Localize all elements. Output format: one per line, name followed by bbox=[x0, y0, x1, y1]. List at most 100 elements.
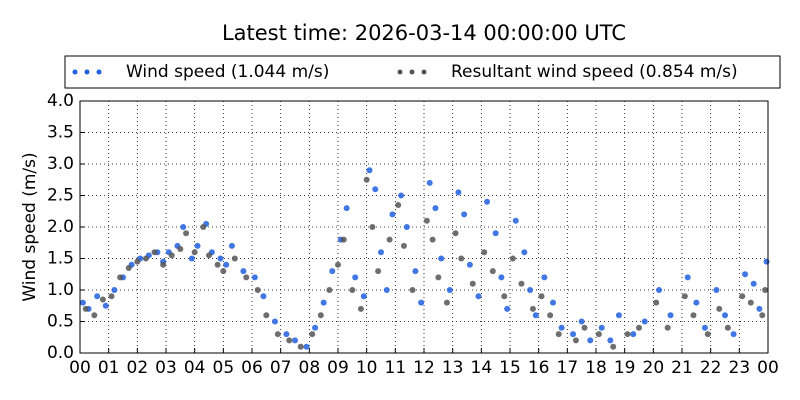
point bbox=[317, 312, 324, 319]
point bbox=[684, 274, 691, 281]
point bbox=[716, 305, 723, 312]
x-tick-label: 17 bbox=[557, 358, 579, 378]
legend-marker bbox=[409, 69, 415, 75]
x-tick-label: 15 bbox=[499, 358, 521, 378]
point bbox=[713, 287, 720, 293]
point bbox=[263, 312, 270, 319]
point bbox=[521, 249, 528, 256]
y-tick-label: 1.5 bbox=[47, 249, 74, 269]
point bbox=[730, 331, 737, 338]
point bbox=[438, 255, 445, 262]
x-tick-label: 12 bbox=[413, 358, 435, 378]
point bbox=[570, 331, 577, 338]
point bbox=[363, 176, 370, 183]
point bbox=[260, 293, 267, 300]
point bbox=[750, 280, 757, 287]
point bbox=[518, 280, 525, 287]
x-tick-label: 10 bbox=[356, 358, 378, 378]
point bbox=[357, 305, 364, 312]
point bbox=[742, 271, 749, 278]
x-tick-label: 02 bbox=[127, 358, 149, 378]
x-tick-label: 04 bbox=[184, 358, 206, 378]
x-tick-label: 18 bbox=[585, 358, 607, 378]
point bbox=[389, 211, 396, 218]
point bbox=[756, 305, 763, 312]
point bbox=[102, 302, 109, 309]
point bbox=[94, 293, 101, 300]
point bbox=[82, 305, 89, 312]
point bbox=[400, 242, 407, 249]
legend-marker bbox=[397, 69, 403, 75]
point bbox=[532, 312, 539, 319]
point bbox=[217, 255, 224, 262]
point bbox=[142, 255, 149, 262]
point bbox=[274, 331, 281, 338]
point bbox=[91, 312, 98, 319]
x-tick-label: 00 bbox=[757, 358, 779, 378]
x-tick-label: 11 bbox=[385, 358, 407, 378]
point bbox=[512, 217, 519, 224]
point bbox=[759, 312, 766, 319]
legend-marker bbox=[96, 69, 102, 75]
point bbox=[504, 305, 511, 312]
point bbox=[375, 268, 382, 275]
point bbox=[762, 287, 769, 293]
legend-marker bbox=[421, 69, 427, 75]
point bbox=[630, 331, 637, 338]
point bbox=[352, 274, 359, 281]
point bbox=[309, 331, 316, 338]
point bbox=[312, 324, 319, 331]
point bbox=[194, 242, 201, 249]
point bbox=[200, 224, 207, 230]
point bbox=[667, 312, 674, 319]
x-tick-label: 20 bbox=[643, 358, 665, 378]
point bbox=[701, 324, 708, 331]
point bbox=[395, 201, 402, 208]
x-tick-label: 03 bbox=[155, 358, 177, 378]
point bbox=[578, 318, 585, 325]
y-tick-label: 0.0 bbox=[47, 343, 74, 363]
point bbox=[79, 299, 86, 306]
point bbox=[693, 299, 700, 306]
point bbox=[320, 299, 327, 306]
x-tick-label: 19 bbox=[614, 358, 636, 378]
point bbox=[429, 236, 436, 243]
point bbox=[360, 293, 367, 300]
point bbox=[108, 293, 115, 300]
point bbox=[206, 252, 212, 259]
point bbox=[168, 252, 175, 259]
point bbox=[231, 255, 238, 262]
point bbox=[214, 261, 221, 268]
point bbox=[610, 343, 617, 350]
point bbox=[329, 268, 336, 275]
point bbox=[335, 261, 341, 268]
y-tick-label: 4.0 bbox=[47, 91, 74, 111]
point bbox=[99, 296, 106, 303]
point bbox=[452, 230, 459, 237]
x-tick-label: 01 bbox=[98, 358, 120, 378]
point bbox=[117, 274, 124, 281]
point bbox=[555, 331, 562, 338]
point bbox=[722, 312, 728, 319]
point bbox=[183, 230, 190, 237]
point bbox=[369, 224, 376, 230]
point bbox=[458, 255, 465, 262]
point bbox=[664, 324, 671, 331]
point bbox=[529, 305, 536, 312]
y-tick-label: 3.5 bbox=[47, 123, 74, 143]
point bbox=[188, 255, 195, 262]
point bbox=[366, 167, 373, 174]
point bbox=[432, 205, 439, 212]
point bbox=[636, 324, 642, 331]
chart-title: Latest time: 2026-03-14 00:00:00 UTC bbox=[222, 21, 626, 45]
legend-label: Resultant wind speed (0.854 m/s) bbox=[451, 62, 738, 82]
y-tick-label: 1.0 bbox=[47, 280, 74, 300]
point bbox=[615, 312, 622, 319]
point bbox=[340, 236, 347, 243]
point bbox=[243, 274, 250, 281]
point bbox=[403, 224, 410, 230]
point bbox=[653, 299, 660, 306]
point bbox=[656, 287, 663, 293]
point bbox=[303, 343, 310, 350]
point bbox=[681, 293, 688, 300]
